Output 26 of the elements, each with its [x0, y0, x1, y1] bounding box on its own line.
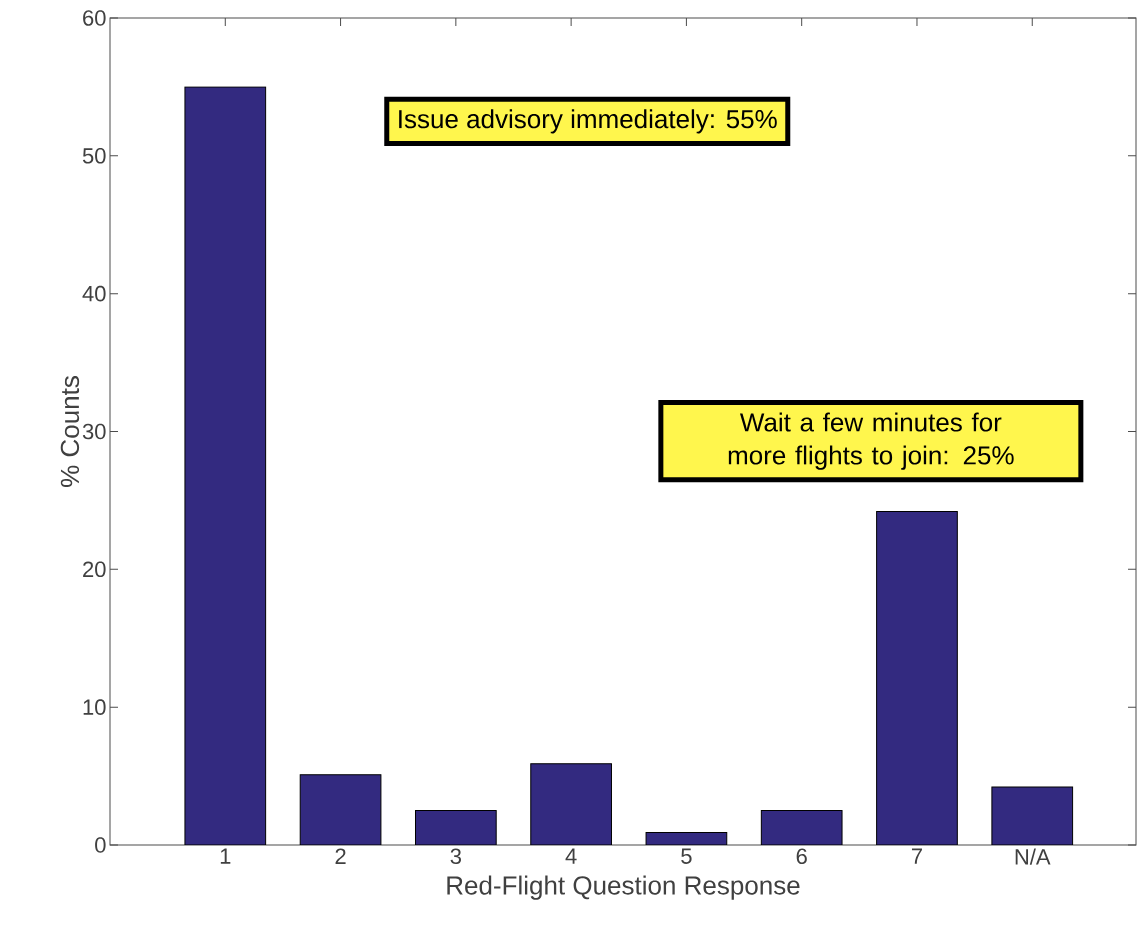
bar — [991, 786, 1074, 845]
x-tick-label: N/A — [1015, 848, 1051, 865]
x-axis-title: Red-Flight Question Response — [447, 875, 800, 900]
bar — [761, 810, 843, 845]
bar — [184, 86, 266, 845]
x-tick-label: 1 — [220, 848, 231, 864]
bar — [876, 511, 958, 845]
x-tick-label: 5 — [681, 848, 692, 864]
x-tick-label: 6 — [796, 848, 807, 865]
y-tick-label: 0 — [95, 837, 106, 853]
y-tick-label: 10 — [83, 699, 106, 715]
bar — [530, 763, 612, 845]
x-tick-label: 7 — [911, 848, 922, 864]
x-tick-label: 3 — [450, 848, 461, 865]
y-axis-title: % Counts — [60, 376, 80, 487]
y-tick-label: 40 — [82, 285, 106, 302]
bar — [415, 810, 497, 845]
bar — [300, 774, 381, 845]
annotation: Issue advisory immediately: 55% — [399, 109, 777, 134]
y-tick-label: 30 — [82, 423, 106, 440]
y-tick-label: 20 — [83, 561, 106, 578]
y-tick-label: 50 — [82, 148, 106, 164]
annotation: Wait a few minutes for more flights to join: 25% — [728, 412, 1014, 470]
x-tick-label: 4 — [565, 848, 577, 864]
x-tick-label: 2 — [335, 848, 346, 864]
y-tick-label: 60 — [83, 10, 106, 26]
